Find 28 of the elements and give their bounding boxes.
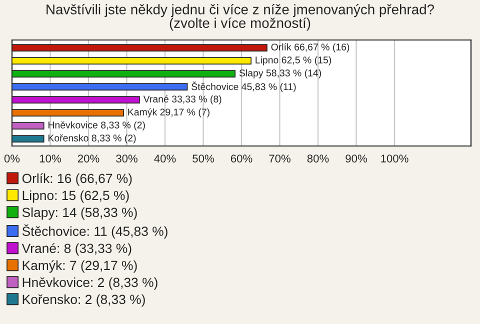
x-tick-label: 100% [381, 154, 408, 162]
x-tick-label: 60% [230, 154, 252, 162]
x-tick-label: 90% [346, 154, 367, 162]
data-label: Vrané 33,33 % (8) [143, 95, 222, 104]
legend-label: Vrané: 8 (33,33 %) [22, 243, 132, 256]
legend-label: Štěchovice: 11 (45,83 %) [22, 224, 168, 239]
x-tick-label: 80% [307, 154, 329, 162]
legend-label: Kořensko: 2 (8,33 %) [22, 294, 145, 307]
x-tick-label: 40% [154, 154, 176, 162]
legend-label: Lipno: 15 (62,5 %) [22, 190, 129, 203]
data-label: Štěchovice 45,83 % (11) [192, 82, 296, 92]
legend-label: Orlík: 16 (66,67 %) [22, 173, 132, 186]
data-label: Hněvkovice 8,33 % (2) [48, 121, 145, 130]
legend-label: Hněvkovice: 2 (8,33 %) [22, 277, 158, 290]
x-tick-label: 30% [116, 154, 138, 162]
x-tick-label: 10% [40, 154, 61, 162]
data-label: Lipno 62,5 % (15) [256, 56, 332, 66]
x-tick-label: 20% [78, 154, 100, 162]
data-label: Kamýk 29,17 % (7) [128, 108, 210, 118]
data-label: Slapy 58,33 % (14) [239, 69, 322, 78]
data-label: Orlík 66,67 % (16) [271, 43, 350, 52]
data-label: Kořensko 8,33 % (2) [48, 134, 136, 144]
legend-label: Slapy: 14 (58,33 %) [22, 207, 137, 220]
x-tick-label: 50% [192, 154, 214, 162]
x-tick-label: 0% [4, 154, 20, 162]
legend-label: Kamýk: 7 (29,17 %) [22, 260, 137, 273]
chart-title: Navštívili jste někdy jednu či více z níže jmenovaných přehrad? (zvolte i více možností) [46, 4, 434, 31]
x-tick-label: 70% [269, 154, 290, 162]
